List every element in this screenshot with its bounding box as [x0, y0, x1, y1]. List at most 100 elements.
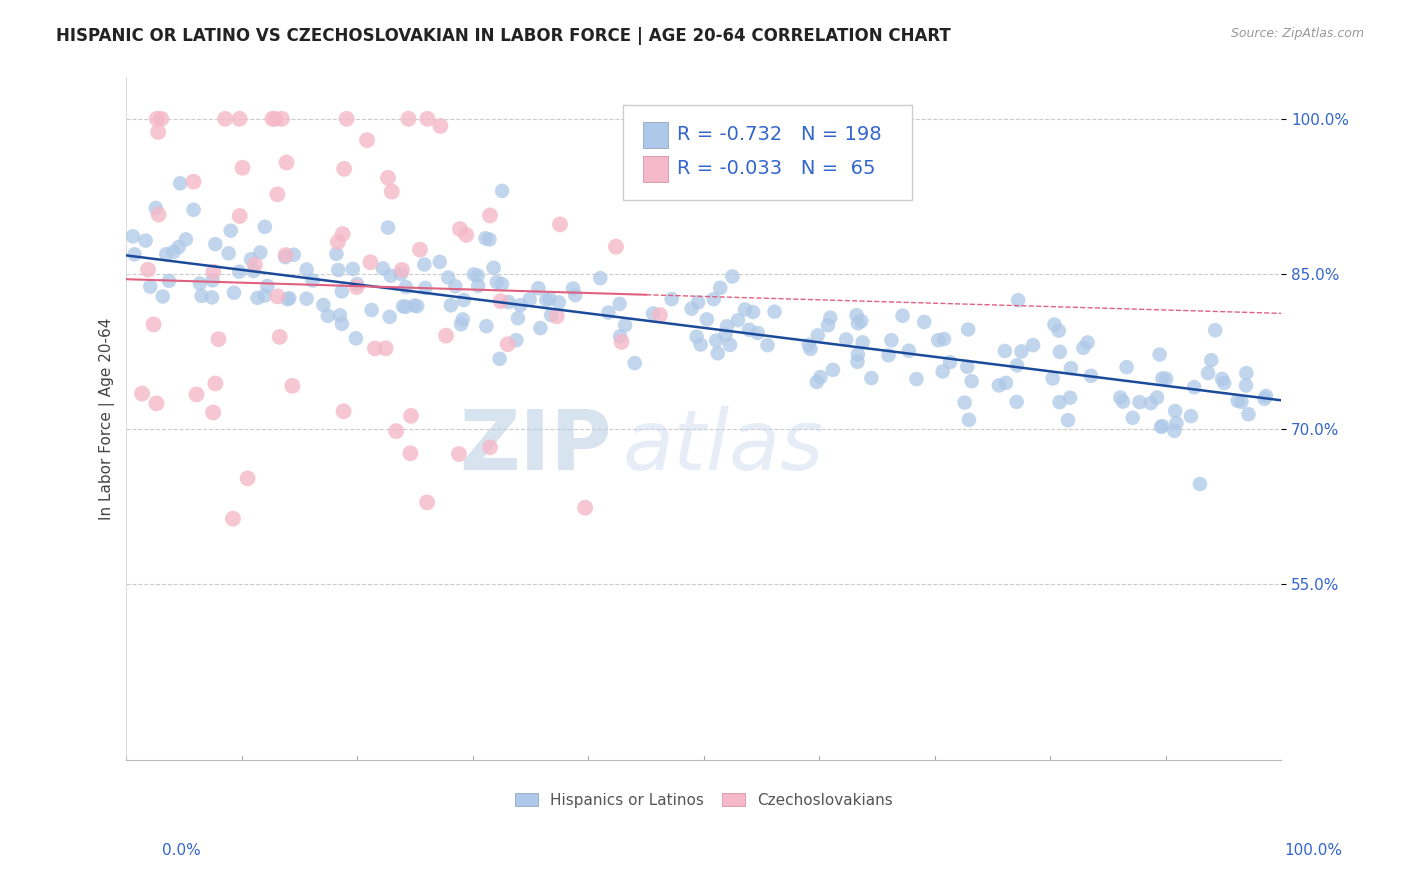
- Point: [810, 370, 832, 384]
- Point: [1049, 344, 1071, 359]
- Point: [589, 271, 612, 285]
- Point: [391, 263, 413, 277]
- Point: [1211, 372, 1233, 386]
- Point: [506, 311, 529, 326]
- Point: [1150, 420, 1173, 434]
- Point: [364, 342, 387, 356]
- Point: [329, 308, 352, 322]
- Point: [821, 363, 844, 377]
- Point: [136, 262, 159, 277]
- Point: [278, 291, 301, 305]
- Point: [274, 248, 297, 262]
- Point: [1005, 359, 1028, 373]
- Point: [1080, 368, 1102, 383]
- Point: [228, 209, 250, 223]
- Point: [346, 280, 368, 294]
- Point: [295, 262, 318, 277]
- Point: [489, 294, 512, 309]
- Point: [269, 330, 291, 344]
- Point: [1188, 477, 1211, 491]
- Point: [685, 329, 707, 343]
- Point: [404, 299, 426, 313]
- Point: [1199, 353, 1222, 368]
- Point: [413, 281, 436, 295]
- Point: [689, 337, 711, 351]
- Point: [328, 263, 350, 277]
- Point: [399, 446, 422, 460]
- Text: Source: ZipAtlas.com: Source: ZipAtlas.com: [1230, 27, 1364, 40]
- Point: [564, 288, 586, 302]
- Point: [957, 413, 980, 427]
- Point: [142, 318, 165, 332]
- Point: [183, 202, 205, 217]
- Point: [756, 338, 779, 352]
- FancyBboxPatch shape: [643, 122, 668, 148]
- Point: [201, 273, 224, 287]
- Point: [236, 471, 259, 485]
- Point: [190, 289, 212, 303]
- Point: [249, 245, 271, 260]
- Point: [204, 237, 226, 252]
- Point: [1180, 409, 1202, 424]
- Point: [332, 404, 354, 418]
- Point: [449, 222, 471, 236]
- Point: [392, 299, 415, 313]
- Point: [482, 260, 505, 275]
- Point: [485, 275, 508, 289]
- Point: [1057, 413, 1080, 427]
- Point: [214, 112, 236, 126]
- Point: [124, 247, 146, 261]
- Point: [716, 319, 738, 334]
- Point: [877, 348, 900, 362]
- Point: [1146, 391, 1168, 405]
- Point: [491, 277, 513, 292]
- Point: [1059, 391, 1081, 405]
- Point: [346, 277, 368, 291]
- Point: [994, 376, 1017, 390]
- FancyBboxPatch shape: [643, 156, 668, 182]
- Point: [747, 326, 769, 340]
- Point: [281, 379, 304, 393]
- Point: [721, 269, 744, 284]
- Point: [880, 333, 903, 347]
- Point: [344, 331, 367, 345]
- Point: [799, 342, 821, 356]
- Point: [381, 185, 404, 199]
- Point: [797, 338, 820, 352]
- Point: [1047, 324, 1070, 338]
- Point: [891, 309, 914, 323]
- Point: [256, 279, 278, 293]
- Point: [845, 308, 868, 322]
- Point: [529, 321, 551, 335]
- Point: [1140, 396, 1163, 410]
- Point: [1166, 416, 1188, 430]
- Point: [1182, 380, 1205, 394]
- Y-axis label: In Labor Force | Age 20-64: In Labor Force | Age 20-64: [100, 318, 115, 520]
- Point: [605, 240, 627, 254]
- Point: [447, 447, 470, 461]
- Point: [846, 347, 869, 361]
- Point: [330, 317, 353, 331]
- Point: [806, 375, 828, 389]
- Point: [152, 289, 174, 303]
- Point: [688, 295, 710, 310]
- Point: [398, 112, 420, 126]
- Point: [157, 274, 180, 288]
- Point: [1234, 378, 1257, 392]
- Point: [201, 290, 224, 304]
- Point: [437, 270, 460, 285]
- Point: [960, 374, 983, 388]
- Point: [270, 112, 292, 126]
- Point: [264, 112, 287, 126]
- Point: [131, 386, 153, 401]
- Point: [301, 273, 323, 287]
- Point: [897, 343, 920, 358]
- Point: [851, 314, 873, 328]
- Point: [1049, 395, 1071, 409]
- Point: [820, 310, 842, 325]
- Point: [1060, 361, 1083, 376]
- Point: [146, 125, 169, 139]
- Point: [202, 405, 225, 419]
- Point: [167, 240, 190, 254]
- Point: [222, 511, 245, 525]
